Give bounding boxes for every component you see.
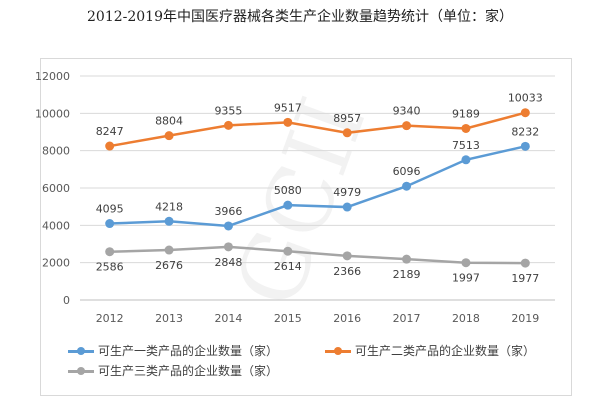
y-tick-label: 12000: [35, 70, 70, 83]
chart-title: 2012-2019年中国医疗器械各类生产企业数量趋势统计（单位：家）: [87, 9, 513, 25]
series-line-1: [109, 145, 526, 228]
data-point: [342, 251, 352, 261]
legend-label: 可生产二类产品的企业数量（家）: [355, 344, 536, 358]
data-point: [164, 216, 174, 226]
data-point: [520, 258, 530, 268]
x-tick-label: 2019: [511, 312, 539, 325]
y-tick-label: 6000: [42, 182, 70, 195]
legend-item-series-2: 可生产二类产品的企业数量（家）: [325, 342, 535, 359]
x-tick-label: 2018: [452, 312, 480, 325]
y-tick-label: 0: [63, 294, 70, 307]
legend-marker-gray: [68, 365, 94, 377]
data-label: 4218: [155, 200, 183, 213]
data-point: [461, 155, 471, 165]
x-tick-label: 2016: [333, 312, 361, 325]
data-point: [402, 181, 412, 191]
series-line-3: [109, 245, 526, 265]
data-point: [105, 141, 115, 151]
legend-label: 可生产一类产品的企业数量（家）: [98, 344, 279, 358]
data-label: 3966: [214, 205, 242, 218]
data-label: 8247: [96, 125, 124, 138]
data-label: 2614: [274, 260, 302, 273]
data-point: [520, 141, 530, 151]
data-label: 1977: [511, 272, 539, 285]
data-point: [164, 245, 174, 255]
data-point: [342, 202, 352, 212]
data-label: 1997: [452, 272, 480, 285]
x-tick-label: 2014: [214, 312, 242, 325]
data-label: 8232: [511, 125, 539, 138]
legend-item-series-1: 可生产一类产品的企业数量（家）: [68, 342, 278, 359]
y-tick-label: 10000: [35, 107, 70, 120]
data-label: 8804: [155, 115, 183, 128]
data-label: 7513: [452, 139, 480, 152]
data-label: 9517: [274, 101, 302, 114]
data-label: 4979: [333, 186, 361, 199]
data-label: 2366: [333, 265, 361, 278]
data-point: [342, 128, 352, 138]
data-point: [164, 131, 174, 141]
x-tick-label: 2017: [393, 312, 421, 325]
data-point: [283, 117, 293, 127]
data-label: 2189: [393, 268, 421, 281]
y-tick-label: 2000: [42, 257, 70, 270]
data-label: 9340: [393, 105, 421, 118]
data-point: [105, 247, 115, 257]
data-label: 2848: [214, 256, 242, 269]
series-line-2: [109, 111, 526, 148]
data-label: 8957: [333, 112, 361, 125]
data-point: [402, 254, 412, 264]
data-label: 2586: [96, 261, 124, 274]
data-point: [223, 242, 233, 252]
data-point: [402, 121, 412, 131]
data-label: 9189: [452, 107, 480, 120]
legend-marker-blue: [68, 345, 94, 357]
legend-label: 可生产三类产品的企业数量（家）: [98, 364, 279, 378]
y-tick-label: 4000: [42, 219, 70, 232]
data-point: [283, 200, 293, 210]
data-label: 2676: [155, 259, 183, 272]
x-tick-label: 2013: [155, 312, 183, 325]
chart-frame: [40, 58, 572, 396]
y-tick-label: 8000: [42, 145, 70, 158]
data-point: [520, 108, 530, 118]
data-point: [223, 120, 233, 130]
data-point: [461, 123, 471, 133]
data-label: 9355: [214, 104, 242, 117]
data-point: [461, 258, 471, 268]
data-point: [105, 219, 115, 229]
data-point: [283, 246, 293, 256]
legend-marker-orange: [325, 345, 351, 357]
x-tick-label: 2015: [274, 312, 302, 325]
x-tick-label: 2012: [96, 312, 124, 325]
data-label: 10033: [508, 92, 543, 105]
data-label: 4095: [96, 203, 124, 216]
data-label: 6096: [393, 165, 421, 178]
data-label: 5080: [274, 184, 302, 197]
legend-item-series-3: 可生产三类产品的企业数量（家）: [68, 362, 278, 379]
data-point: [223, 221, 233, 231]
